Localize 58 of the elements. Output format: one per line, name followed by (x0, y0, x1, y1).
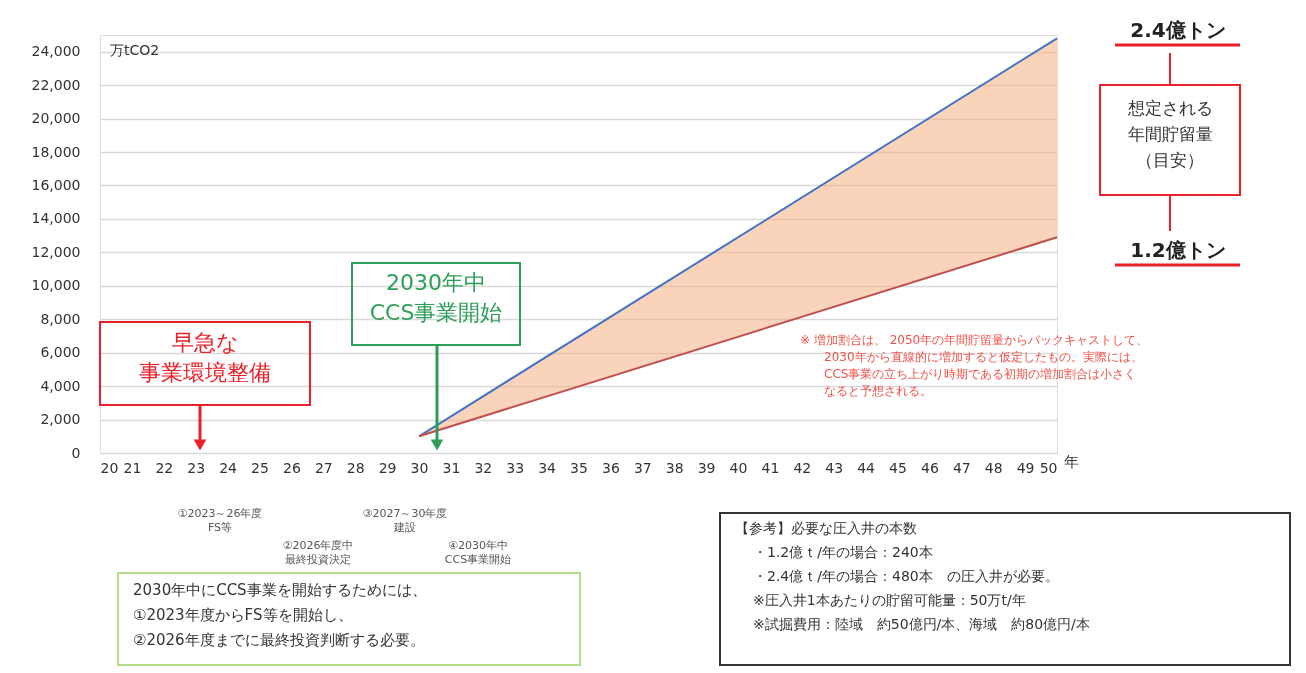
x-tick-label: 42 (793, 459, 812, 476)
x-tick-label: 33 (506, 459, 525, 476)
y-tick-label: 4,000 (40, 377, 81, 394)
y-tick-label: 18,000 (31, 143, 81, 160)
text: ①2023～26年度FS等 (177, 507, 263, 534)
text: 想定される年間貯留量（目安） (1126, 98, 1213, 170)
annotation: ※ 増加割合は、 2050年の年間貯留量からバックキャストして、2030年から直線的に増加すると仮定したもの。実際には、CCS事業の立ち上がり時期である初期の増加割合は小さくなると予想される。 (800, 333, 1149, 398)
x-tick-label: 23 (187, 459, 206, 476)
y-tick-label: 6,000 (40, 344, 81, 361)
x-tick-label: 31 (442, 459, 461, 476)
x-tick-label: 40 (729, 459, 748, 476)
text: ④2030年中CCS事業開始 (444, 539, 512, 566)
x-tick-label: 36 (601, 459, 620, 476)
x-tick-label: 47 (952, 459, 971, 476)
x-tick-label: 25 (251, 459, 269, 476)
x-tick-label: 37 (633, 459, 652, 476)
x-tick-label: 44 (857, 459, 876, 476)
y-tick-label: 16,000 (31, 176, 81, 193)
text: 1.2億トン (1130, 238, 1226, 262)
x-tick-label: 41 (761, 459, 780, 476)
x-tick-label: 34 (538, 459, 557, 476)
annotation: 2030年中CCS事業開始 (369, 270, 503, 325)
text: 【参考】必要な圧入井の本数・1.2億ｔ/年の場合：240本・2.4億ｔ/年の場合：480本 の圧入井が必要。※圧入井1本あたりの貯留可能量：50万t/年※試掘費用：陸域 約50億円/本、海域 約80億円/本 (735, 520, 1090, 632)
text: ③2027～30年度建設 (362, 507, 448, 534)
y-tick-label: 10,000 (31, 277, 81, 294)
x-tick-label: 50 (1039, 459, 1058, 476)
x-tick-label: 21 (123, 459, 142, 476)
annotation: 早急な事業環境整備 (139, 330, 271, 385)
x-tick-label: 38 (665, 459, 684, 476)
x-tick-label: 24 (219, 459, 238, 476)
y-tick-label: 2,000 (40, 411, 81, 428)
x-tick-label: 29 (378, 459, 397, 476)
y-tick-label: 20,000 (31, 110, 81, 127)
y-tick-label: 24,000 (31, 43, 81, 60)
x-tick-label: 22 (155, 459, 174, 476)
x-tick-label: 43 (825, 459, 844, 476)
x-tick-label: 28 (346, 459, 365, 476)
x-tick-label: 35 (570, 459, 588, 476)
text: 2030年中にCCS事業を開始するためには、①2023年度からFS等を開始し、②2026年度までに最終投資判断する必要。 (133, 581, 427, 649)
y-tick-label: 0 (71, 444, 81, 461)
x-axis-title: 年 (1064, 453, 1079, 471)
y-tick-label: 14,000 (31, 210, 81, 227)
x-tick-label: 32 (474, 459, 493, 476)
y-axis-title: 万tCO2 (110, 42, 160, 58)
text: 2.4億トン (1130, 18, 1226, 42)
x-tick-label: 27 (314, 459, 333, 476)
y-tick-label: 12,000 (31, 243, 81, 260)
x-tick-label: 20 (100, 459, 119, 476)
x-tick-label: 26 (282, 459, 301, 476)
x-tick-label: 46 (920, 459, 939, 476)
x-tick-label: 45 (889, 459, 907, 476)
x-tick-label: 30 (410, 459, 429, 476)
x-tick-label: 49 (1016, 459, 1035, 476)
y-tick-label: 22,000 (31, 76, 81, 93)
x-tick-label: 48 (984, 459, 1003, 476)
x-tick-label: 39 (697, 459, 716, 476)
y-tick-label: 8,000 (40, 310, 81, 327)
text: ②2026年度中最終投資決定 (282, 539, 354, 566)
